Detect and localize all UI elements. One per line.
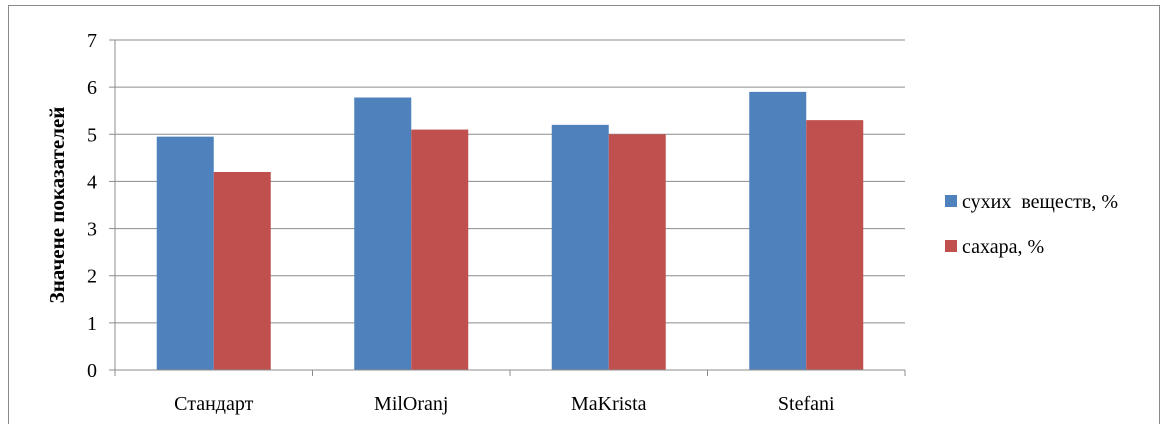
y-tick-label: 2 <box>87 266 97 288</box>
bar-dry-matter <box>749 91 807 370</box>
axes <box>114 40 906 376</box>
legend-label: сахара, % <box>962 236 1044 258</box>
y-tick-labels: 0 1 2 3 4 5 6 7 <box>87 30 97 382</box>
y-tick-label: 1 <box>87 313 97 335</box>
x-tick-label: MilOranj <box>374 393 448 415</box>
y-tick-label: 5 <box>87 124 97 146</box>
bar-dry-matter <box>551 124 609 370</box>
bar-sugar <box>608 134 666 370</box>
legend: сухих веществ, % сахара, % <box>945 191 1118 258</box>
legend-swatch <box>945 240 957 252</box>
bars-group <box>156 91 864 371</box>
x-tick-label: Стандарт <box>174 393 253 415</box>
x-tick-label: Stefani <box>778 393 835 415</box>
y-tick-label: 4 <box>87 171 97 193</box>
bar-sugar <box>806 120 864 371</box>
bar-dry-matter <box>354 97 412 370</box>
bar-sugar <box>213 172 271 370</box>
legend-label: сухих веществ, % <box>962 191 1118 213</box>
bar-sugar <box>411 129 469 370</box>
y-axis-label: Значене показателей <box>45 107 69 304</box>
bar-dry-matter <box>156 136 214 370</box>
legend-swatch <box>945 195 957 207</box>
x-tick-label: MaKrista <box>571 393 647 415</box>
y-tick-label: 7 <box>87 30 97 52</box>
y-tick-label: 3 <box>87 219 97 241</box>
x-tick-labels: Стандарт MilOranj MaKrista Stefani <box>174 393 835 415</box>
y-tick-label: 0 <box>87 360 97 382</box>
y-tick-label: 6 <box>87 77 97 99</box>
